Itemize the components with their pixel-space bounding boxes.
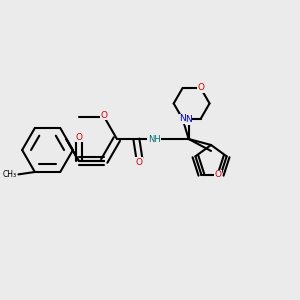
Text: O: O (101, 111, 108, 120)
Text: NH: NH (148, 134, 161, 143)
Text: CH₃: CH₃ (3, 170, 17, 179)
Text: O: O (214, 170, 221, 179)
Text: O: O (197, 83, 204, 92)
Text: N: N (185, 115, 192, 124)
Text: O: O (136, 158, 143, 166)
Text: O: O (75, 133, 82, 142)
Text: N: N (179, 115, 186, 124)
